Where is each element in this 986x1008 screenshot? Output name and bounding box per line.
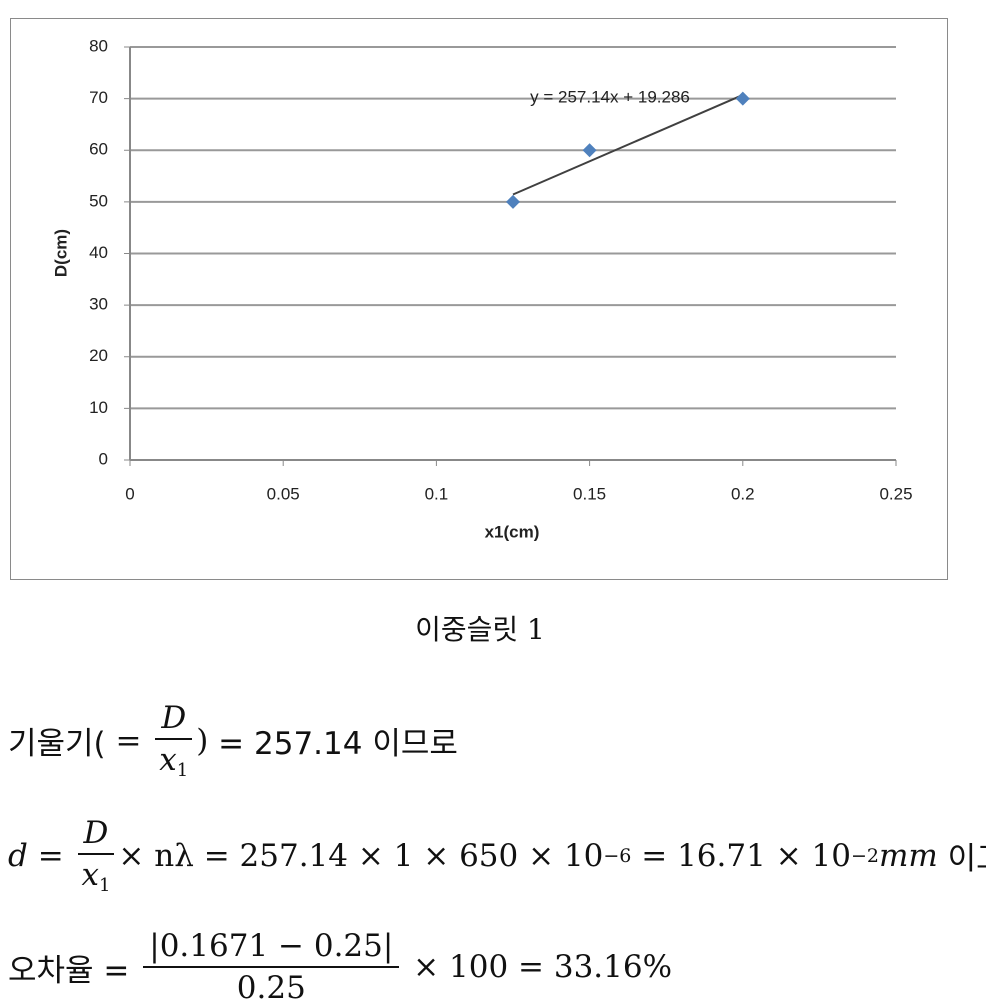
- trendline: [512, 94, 744, 196]
- y-tick-label: 0: [99, 449, 108, 468]
- y-axis-label: D(cm): [51, 229, 70, 277]
- text: 기울기(: [8, 726, 106, 762]
- trendline-label: y = 257.14x + 19.286: [530, 87, 690, 106]
- caption: 이중슬릿 1: [415, 613, 545, 646]
- text: 오차율 =: [8, 952, 140, 989]
- y-tick-label: 80: [89, 36, 108, 55]
- text: ): [196, 722, 209, 759]
- text: =: [27, 837, 74, 874]
- x-tick-label: 0.15: [573, 484, 606, 503]
- text: × nλ = 257.14 × 1 × 650 × 10: [118, 837, 604, 874]
- text: =: [105, 722, 152, 759]
- text: 1: [176, 760, 189, 781]
- equation: 오차율 = |0.1671 − 0.25| 0.25 × 100 = 33.16%: [8, 928, 672, 1006]
- y-tick-label: 30: [89, 295, 108, 314]
- text: −2: [850, 844, 879, 867]
- text: = 257.14 이므로: [208, 726, 458, 762]
- text: 이고: [947, 841, 986, 877]
- x-tick-label: 0.25: [879, 484, 912, 503]
- x-tick-label: 0.05: [267, 484, 300, 503]
- y-tick-label: 10: [89, 398, 108, 417]
- text: |0.1671 − 0.25|: [143, 928, 400, 968]
- text: = 16.71 × 10: [631, 837, 851, 874]
- point: [506, 194, 520, 209]
- point: [582, 143, 597, 158]
- text: x: [81, 857, 99, 893]
- text: × 100 = 33.16%: [403, 949, 673, 985]
- x-tick-label: 0.1: [425, 484, 449, 503]
- text: D: [83, 815, 109, 851]
- text: d: [8, 837, 28, 874]
- y-tick-label: 40: [89, 243, 108, 262]
- x-axis-label: x1(cm): [485, 522, 540, 541]
- text: −6: [603, 844, 632, 867]
- x-tick-label: 0.2: [731, 484, 755, 503]
- x-tick-label: 0: [125, 484, 134, 503]
- y-tick-label: 60: [89, 140, 108, 159]
- y-tick-label: 50: [89, 191, 108, 210]
- text: 1: [98, 875, 111, 896]
- chart: D(cm) x1(cm) 0 10 20 30 40 50 60 70 80 0 0.05 0.1 0.…: [10, 18, 948, 580]
- text: mm: [878, 837, 938, 874]
- text: x: [159, 742, 177, 778]
- fraction: |0.1671 − 0.25| 0.25: [143, 928, 400, 1006]
- y-tick-label: 20: [89, 346, 108, 365]
- chart-frame: [10, 18, 948, 580]
- text: 0.25: [236, 970, 306, 1006]
- text: D: [161, 700, 187, 736]
- point: [735, 91, 750, 106]
- y-tick-label: 70: [89, 88, 108, 107]
